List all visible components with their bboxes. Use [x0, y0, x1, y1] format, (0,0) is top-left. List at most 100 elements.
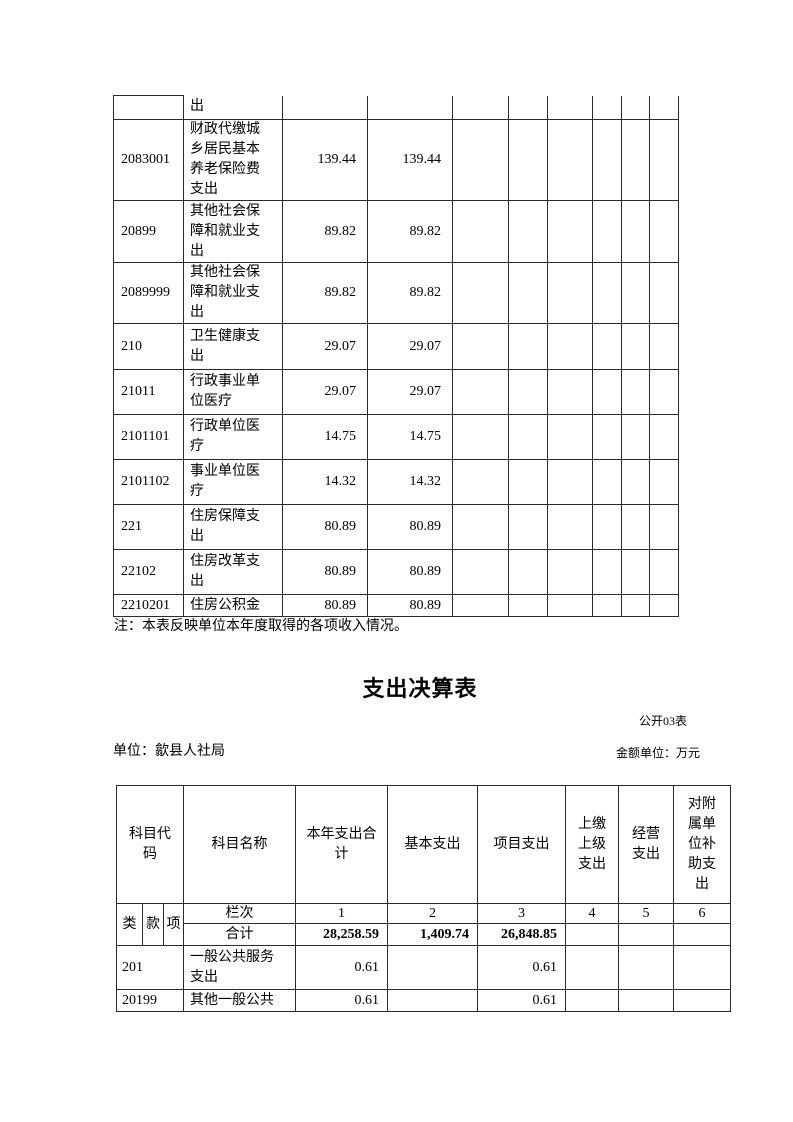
table-row: 出 [113, 95, 679, 120]
code-part-category: 类 [116, 903, 143, 946]
value-cell: 0.61 [295, 989, 388, 1012]
name-cell: 其他一般公共 [183, 989, 296, 1012]
empty-cell [649, 95, 679, 120]
empty-cell [452, 95, 509, 120]
income-table-body: 出 2083001 财政代缴城乡居民基本养老保险费支出 139.44 139.44 208… [113, 95, 679, 617]
code-cell: 20199 [116, 989, 184, 1012]
empty-cell [452, 414, 509, 460]
value-cell: 0.61 [477, 945, 566, 990]
value-cell: 29.07 [367, 369, 453, 415]
empty-cell [592, 414, 622, 460]
empty-cell [649, 459, 679, 505]
empty-cell [452, 594, 509, 617]
value-cell: 80.89 [282, 549, 368, 595]
name-cell: 事业单位医疗 [183, 459, 283, 505]
table-row: 210 卫生健康支出 29.07 29.07 [113, 323, 679, 370]
empty-cell [621, 95, 650, 120]
empty-cell [452, 119, 509, 201]
empty-cell [508, 594, 548, 617]
table-row: 2083001 财政代缴城乡居民基本养老保险费支出 139.44 139.44 [113, 119, 679, 201]
name-cell: 财政代缴城乡居民基本养老保险费支出 [183, 119, 283, 201]
unit-label: 单位：歙县人社局 [113, 744, 225, 759]
column-number: 4 [565, 903, 619, 924]
expenditure-table: 科目代码 科目名称 本年支出合计 基本支出 项目支出 上缴上级支出 经营支出 对… [116, 785, 731, 1012]
value-cell: 89.82 [282, 262, 368, 324]
empty-cell [452, 200, 509, 263]
total-label: 合计 [183, 923, 296, 946]
empty-cell [508, 459, 548, 505]
column-header-year-total: 本年支出合计 [295, 785, 388, 904]
value-cell: 14.75 [282, 414, 368, 460]
value-cell: 80.89 [282, 504, 368, 550]
total-value [565, 923, 619, 946]
name-cell: 其他社会保障和就业支出 [183, 262, 283, 324]
income-table: 出 2083001 财政代缴城乡居民基本养老保险费支出 139.44 139.44 208… [113, 95, 679, 617]
code-cell: 2101102 [113, 459, 184, 505]
table-row: 2089999 其他社会保障和就业支出 89.82 89.82 [113, 262, 679, 324]
column-header-upward: 上缴上级支出 [565, 785, 619, 904]
code-cell: 21011 [113, 369, 184, 415]
value-cell [387, 945, 478, 990]
empty-cell [592, 262, 622, 324]
empty-cell [621, 369, 650, 415]
table-row: 22102 住房改革支出 80.89 80.89 [113, 549, 679, 595]
empty-cell [649, 414, 679, 460]
table-row: 2101102 事业单位医疗 14.32 14.32 [113, 459, 679, 505]
empty-cell [508, 414, 548, 460]
code-cell: 210 [113, 323, 184, 370]
empty-cell [621, 459, 650, 505]
name-cell: 出 [183, 95, 283, 120]
empty-cell [592, 594, 622, 617]
value-cell: 29.07 [282, 323, 368, 370]
value-cell: 14.32 [367, 459, 453, 505]
table-row: 201 一般公共服务支出 0.61 0.61 [116, 945, 731, 990]
total-value [673, 923, 731, 946]
code-part-subitem: 项 [163, 903, 184, 946]
code-cell: 20899 [113, 200, 184, 263]
column-header-operating: 经营支出 [618, 785, 674, 904]
total-value: 26,848.85 [477, 923, 566, 946]
name-cell: 住房公积金 [183, 594, 283, 617]
name-cell: 卫生健康支出 [183, 323, 283, 370]
value-cell [618, 989, 674, 1012]
value-cell: 14.75 [367, 414, 453, 460]
value-cell: 0.61 [295, 945, 388, 990]
empty-cell [452, 459, 509, 505]
value-cell [673, 945, 731, 990]
code-cell: 2083001 [113, 119, 184, 201]
empty-cell [621, 323, 650, 370]
code-cell: 22102 [113, 549, 184, 595]
name-cell: 行政事业单位医疗 [183, 369, 283, 415]
empty-cell [452, 504, 509, 550]
empty-cell [508, 323, 548, 370]
code-cell [113, 95, 184, 120]
value-cell: 80.89 [367, 549, 453, 595]
total-row: 合计 28,258.59 1,409.74 26,848.85 [117, 923, 731, 946]
value-cell: 80.89 [367, 504, 453, 550]
lanci-label: 栏次 [183, 903, 296, 924]
code-part-item: 款 [142, 903, 164, 946]
code-cell: 221 [113, 504, 184, 550]
empty-cell [621, 119, 650, 201]
empty-cell [592, 200, 622, 263]
total-value: 28,258.59 [295, 923, 388, 946]
value-cell: 89.82 [367, 262, 453, 324]
empty-cell [508, 262, 548, 324]
empty-cell [547, 262, 593, 324]
value-cell [367, 95, 453, 120]
empty-cell [592, 369, 622, 415]
table-row: 221 住房保障支出 80.89 80.89 [113, 504, 679, 550]
empty-cell [621, 262, 650, 324]
column-number: 1 [295, 903, 388, 924]
table-row: 21011 行政事业单位医疗 29.07 29.07 [113, 369, 679, 415]
code-cell: 2210201 [113, 594, 184, 617]
column-header-subject-name: 科目名称 [183, 785, 296, 904]
table-row: 20199 其他一般公共 0.61 0.61 [116, 989, 731, 1012]
empty-cell [649, 119, 679, 201]
empty-cell [508, 504, 548, 550]
page-title: 支出决算表 [362, 676, 478, 701]
column-index-row: 类 款 项 栏次 1 2 3 4 5 6 [116, 903, 731, 946]
empty-cell [592, 549, 622, 595]
empty-cell [547, 504, 593, 550]
